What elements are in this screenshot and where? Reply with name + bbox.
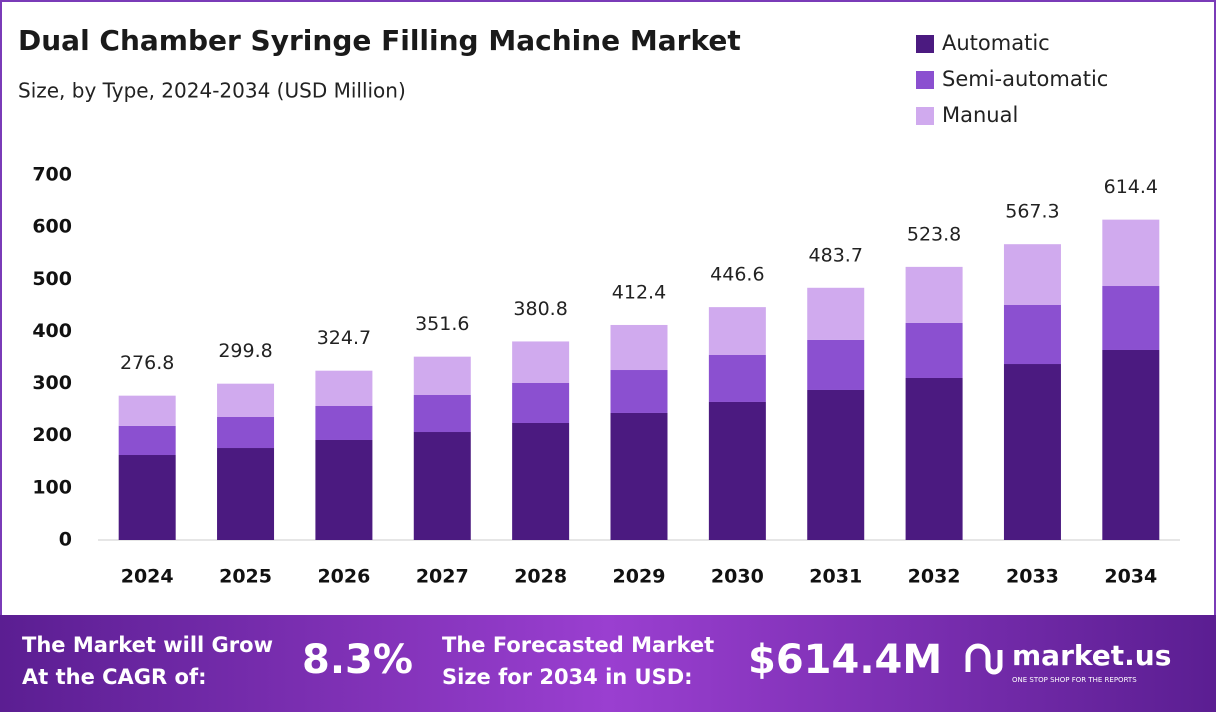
x-tick-label: 2030: [711, 566, 764, 588]
bar-segment: [512, 422, 570, 540]
bar-segment: [217, 383, 275, 417]
bar-segment: [610, 412, 668, 540]
bar-segment: [315, 439, 373, 540]
bar-segment: [1102, 286, 1160, 350]
bar-segment: [708, 354, 766, 402]
bar-segment: [708, 401, 766, 540]
y-tick-label: 200: [32, 424, 72, 446]
bar-segment: [413, 356, 471, 395]
total-label: 299.8: [218, 340, 272, 362]
legend-swatch: [916, 107, 934, 125]
bar-segment: [807, 287, 865, 340]
total-label: 380.8: [513, 298, 567, 320]
y-tick-label: 500: [32, 268, 72, 290]
y-tick-label: 700: [32, 164, 72, 186]
bar-segment: [905, 377, 963, 540]
bar-segment: [315, 405, 373, 440]
legend-swatch: [916, 71, 934, 89]
footer-band: [0, 615, 1216, 712]
bar-segment: [610, 324, 668, 371]
logo: market.us: [1012, 639, 1171, 672]
bar-segment: [610, 370, 668, 413]
total-label: 567.3: [1005, 201, 1059, 223]
x-tick-label: 2028: [514, 566, 567, 588]
total-label: 483.7: [809, 244, 863, 266]
legend-label: Semi-automatic: [942, 67, 1108, 91]
logo-tagline: ONE STOP SHOP FOR THE REPORTS: [1012, 676, 1137, 684]
total-label: 324.7: [317, 327, 371, 349]
legend-label: Manual: [942, 103, 1018, 127]
cagr-label: The Market will Grow: [22, 633, 273, 657]
x-tick-label: 2032: [908, 566, 961, 588]
x-tick-label: 2034: [1104, 566, 1157, 588]
bar-segment: [807, 339, 865, 390]
bar-segment: [118, 395, 176, 426]
cagr-value: 8.3%: [302, 637, 413, 683]
x-tick-label: 2029: [613, 566, 666, 588]
bar-segment: [708, 307, 766, 355]
bar-segment: [905, 266, 963, 323]
bar-segment: [1102, 349, 1160, 540]
x-tick-label: 2031: [809, 566, 862, 588]
x-tick-label: 2033: [1006, 566, 1059, 588]
total-label: 412.4: [612, 281, 666, 303]
total-label: 523.8: [907, 223, 961, 245]
y-tick-label: 300: [32, 372, 72, 394]
bar-segment: [413, 394, 471, 433]
bar-segment: [807, 389, 865, 540]
chart-title: Dual Chamber Syringe Filling Machine Mar…: [18, 24, 741, 57]
y-tick-label: 0: [59, 529, 72, 551]
x-tick-label: 2026: [317, 566, 370, 588]
cagr-label: At the CAGR of:: [22, 665, 207, 689]
bar-segment: [512, 382, 570, 423]
bar-segment: [413, 432, 471, 540]
bar-segment: [1003, 244, 1061, 305]
x-tick-label: 2027: [416, 566, 469, 588]
bar-segment: [118, 455, 176, 540]
bar-segment: [217, 448, 275, 540]
x-tick-label: 2024: [121, 566, 174, 588]
forecast-value: $614.4M: [748, 637, 942, 683]
y-tick-label: 600: [32, 216, 72, 238]
bar-segment: [315, 370, 373, 406]
y-tick-label: 100: [32, 476, 72, 498]
bar-segment: [118, 425, 176, 456]
total-label: 446.6: [710, 264, 764, 286]
total-label: 351.6: [415, 313, 469, 335]
legend-swatch: [916, 35, 934, 53]
bar-segment: [1003, 304, 1061, 365]
legend-label: Automatic: [942, 31, 1050, 55]
chart-subtitle: Size, by Type, 2024-2034 (USD Million): [18, 79, 406, 103]
total-label: 614.4: [1104, 176, 1158, 198]
bar-segment: [1102, 219, 1160, 287]
forecast-label: Size for 2034 in USD:: [442, 665, 693, 689]
forecast-label: The Forecasted Market: [442, 633, 714, 657]
bar-segment: [905, 322, 963, 378]
logo-icon: [965, 643, 1003, 675]
total-label: 276.8: [120, 352, 174, 374]
x-tick-label: 2025: [219, 566, 272, 588]
bar-segment: [1003, 364, 1061, 540]
bar-segment: [217, 416, 275, 449]
bar-segment: [512, 341, 570, 383]
y-tick-label: 400: [32, 320, 72, 342]
